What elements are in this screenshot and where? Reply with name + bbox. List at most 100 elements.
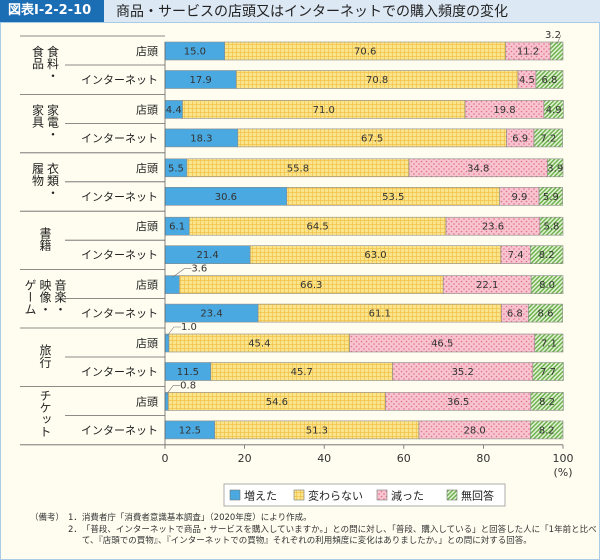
data-label: 15.0 <box>184 47 206 58</box>
x-unit-label: (%) <box>553 466 572 479</box>
data-label: 8.0 <box>539 280 555 291</box>
row-label: インターネット <box>81 307 158 320</box>
data-label: 64.5 <box>307 222 329 233</box>
leader-line <box>166 385 181 395</box>
data-label: 54.6 <box>266 397 288 408</box>
group-label-column: 食品 <box>31 44 45 69</box>
figure-number: 図表Ⅰ-2-2-10 <box>0 0 104 22</box>
data-label: 17.9 <box>189 75 211 86</box>
bar-segment <box>530 420 564 440</box>
data-label: 21.4 <box>196 250 218 261</box>
data-label: 6.8 <box>507 309 523 320</box>
data-label: 70.8 <box>366 75 388 86</box>
row-label: インターネット <box>81 424 158 437</box>
data-label: 36.5 <box>447 397 469 408</box>
notes-label: （備考） <box>30 513 65 523</box>
data-label: 53.5 <box>382 192 404 203</box>
bar-segment <box>535 70 564 89</box>
legend-swatch <box>376 489 388 501</box>
data-label: 8.2 <box>539 250 555 261</box>
row-label: 店頭 <box>136 394 158 408</box>
group-label: 旅行 <box>38 344 52 368</box>
data-label: 5.9 <box>543 192 559 203</box>
data-label: 51.3 <box>306 425 328 436</box>
bar-segment <box>164 392 169 411</box>
data-label: 5.5 <box>168 163 184 174</box>
group-label: 食料・食品 <box>31 44 60 81</box>
figure-header: 図表Ⅰ-2-2-10 商品・サービスの店頭又はインターネットでの購入頻度の変化 <box>0 0 600 22</box>
group-label-column: 衣類・ <box>46 161 60 198</box>
data-label: 4.4 <box>166 105 182 116</box>
group-label-column: 映像・ <box>38 279 52 315</box>
data-label: 61.1 <box>369 309 391 320</box>
data-label: 7.2 <box>540 133 556 144</box>
legend-label: 無回答 <box>461 489 494 503</box>
bar-segment <box>538 187 563 206</box>
group-label: 書籍 <box>38 227 52 252</box>
group-label-column: 音楽・ <box>53 278 67 315</box>
x-tick-label: 60 <box>397 452 411 465</box>
group-label: チケット <box>38 389 52 437</box>
bar-segment <box>547 158 564 178</box>
leader-line <box>171 268 192 278</box>
data-label: 45.4 <box>248 339 270 350</box>
data-label: 7.4 <box>508 250 524 261</box>
data-label: 0.8 <box>180 380 196 391</box>
data-label: 9.9 <box>511 192 527 203</box>
data-label: 18.3 <box>190 133 212 144</box>
data-label: 67.5 <box>361 133 383 144</box>
bar-segment <box>164 275 180 294</box>
data-label: 45.7 <box>291 367 313 378</box>
bar-segment <box>532 362 564 381</box>
data-label: 1.0 <box>181 322 197 333</box>
data-label: 6.9 <box>512 133 528 144</box>
data-label: 12.5 <box>179 425 201 436</box>
bar-segment <box>534 333 564 353</box>
data-label: 66.3 <box>300 280 322 291</box>
data-label: 3.6 <box>191 264 207 275</box>
x-tick-label: 20 <box>238 452 252 465</box>
data-label: 71.0 <box>313 105 335 116</box>
data-label: 7.1 <box>541 339 557 350</box>
leader-line <box>166 326 181 337</box>
data-label: 4.9 <box>546 105 562 116</box>
data-label: 46.5 <box>431 339 453 350</box>
data-label: 19.8 <box>493 105 515 116</box>
data-label: 8.6 <box>538 309 554 320</box>
notes: （備考） 1． 消費者庁「消費者意識基本調査」（2020年度）により作成。 2． 「普… <box>30 513 597 548</box>
note-number: 2． <box>68 524 82 535</box>
figure-title: 商品・サービスの店頭又はインターネットでの購入頻度の変化 <box>116 4 508 20</box>
bar-segment <box>530 245 564 264</box>
row-label: インターネット <box>81 132 158 145</box>
legend-label: 減った <box>391 489 424 503</box>
data-label: 8.2 <box>539 397 555 408</box>
data-label: 8.2 <box>539 425 555 436</box>
bar-segment <box>549 41 564 61</box>
data-label: 11.5 <box>177 367 199 378</box>
data-label: 22.1 <box>476 280 498 291</box>
data-label: 34.8 <box>467 163 489 174</box>
group-label-column: 旅行 <box>38 344 52 368</box>
group-label-column: 家具 <box>31 102 45 127</box>
x-tick-label: 100 <box>553 452 574 465</box>
data-label: 23.4 <box>200 309 222 320</box>
row-label: インターネット <box>81 190 158 203</box>
bar-segment <box>530 275 564 294</box>
bar-segment <box>533 128 563 148</box>
row-label: インターネット <box>81 366 158 379</box>
data-label: 6.8 <box>542 75 558 86</box>
data-label: 63.0 <box>364 250 386 261</box>
row-label: 店頭 <box>136 44 158 58</box>
data-label: 5.8 <box>544 222 560 233</box>
data-label: 35.2 <box>452 367 474 378</box>
bar-segment <box>543 100 564 119</box>
group-label-column: 書籍 <box>38 227 52 252</box>
data-label: 7.7 <box>540 367 556 378</box>
note-text: 消費者庁「消費者意識基本調査」（2020年度）により作成。 <box>81 513 312 523</box>
x-tick-label: 80 <box>476 452 490 465</box>
legend-label: 増えた <box>244 490 277 503</box>
data-label: 6.1 <box>169 222 185 233</box>
note-text: 「普段、インターネットで商品・サービスを購入していますか。」との問に対し、「普段… <box>81 524 597 547</box>
legend-swatch <box>446 489 458 501</box>
